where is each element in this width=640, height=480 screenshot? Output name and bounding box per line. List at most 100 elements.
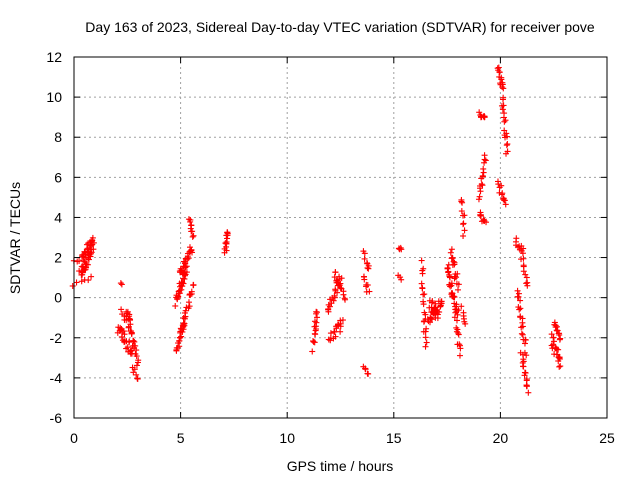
data-point (514, 287, 521, 294)
data-point (118, 281, 125, 288)
data-point (133, 347, 140, 354)
data-point (499, 84, 506, 91)
data-point (76, 258, 83, 265)
data-point (523, 274, 530, 281)
data-point (182, 260, 189, 267)
data-point (361, 255, 368, 262)
data-point (478, 181, 485, 188)
data-point (436, 309, 443, 316)
data-point (182, 307, 189, 314)
data-point (134, 375, 141, 382)
data-point (459, 199, 466, 206)
data-point (496, 69, 503, 76)
data-point (311, 318, 318, 325)
data-point (501, 118, 508, 125)
data-point (457, 345, 464, 352)
data-point (397, 274, 404, 281)
data-point (398, 246, 405, 253)
data-point (189, 233, 196, 240)
data-point (181, 275, 188, 282)
data-point (557, 335, 564, 342)
data-point (175, 293, 182, 300)
data-point (332, 333, 339, 340)
data-point (476, 193, 483, 200)
data-point (447, 283, 454, 290)
data-point (447, 249, 454, 256)
data-point (178, 333, 185, 340)
data-point (87, 242, 94, 249)
data-point (448, 246, 455, 253)
data-point (69, 282, 76, 289)
x-tick-labels: 0 5 10 15 20 25 (70, 430, 615, 446)
data-point (451, 294, 458, 301)
data-point (520, 363, 527, 370)
data-point (176, 337, 183, 344)
x-tick-label: 10 (279, 430, 295, 446)
data-point (555, 346, 562, 353)
data-point (500, 85, 507, 92)
data-point (455, 330, 462, 337)
chart-title: Day 163 of 2023, Sidereal Day-to-day VTE… (85, 19, 595, 35)
data-point (455, 307, 462, 314)
data-point (132, 342, 139, 349)
data-point (477, 188, 484, 195)
data-point (519, 250, 526, 257)
data-point (186, 303, 193, 310)
data-point (361, 250, 368, 257)
data-point (313, 309, 320, 316)
x-tick-label: 0 (70, 430, 78, 446)
data-point (184, 256, 191, 263)
data-point (185, 255, 192, 262)
data-point (444, 264, 451, 271)
data-point (361, 276, 368, 283)
data-point (331, 293, 338, 300)
data-point (179, 267, 186, 274)
data-point (461, 212, 468, 219)
data-point (78, 278, 85, 285)
data-point (176, 343, 183, 350)
data-point (521, 369, 528, 376)
data-point (120, 328, 127, 335)
y-tick-label: 10 (46, 89, 62, 105)
data-point (516, 306, 523, 313)
data-point (117, 280, 124, 287)
data-point (331, 328, 338, 335)
data-point (521, 340, 528, 347)
data-point (451, 261, 458, 268)
data-point (79, 251, 86, 258)
data-point (189, 228, 196, 235)
data-point (428, 299, 435, 306)
x-tick-label: 5 (177, 430, 185, 446)
data-point (366, 288, 373, 295)
data-point (481, 152, 488, 159)
data-point (446, 273, 453, 280)
data-point (451, 314, 458, 321)
data-point (84, 261, 91, 268)
data-point (314, 314, 321, 321)
data-point (556, 354, 563, 361)
data-point (458, 198, 465, 205)
data-point (337, 284, 344, 291)
data-point (131, 366, 138, 373)
y-tick-label: 2 (54, 250, 62, 266)
data-point (476, 109, 483, 116)
data-point (520, 255, 527, 262)
data-point (456, 352, 463, 359)
data-point (504, 148, 511, 155)
data-point (190, 232, 197, 239)
data-point (418, 280, 425, 287)
data-point (422, 334, 429, 341)
data-point (517, 305, 524, 312)
data-point (498, 76, 505, 83)
data-point (185, 299, 192, 306)
data-point (334, 277, 341, 284)
y-tick-label: 12 (46, 49, 62, 65)
data-point (332, 269, 339, 276)
data-points (69, 64, 564, 396)
data-point (179, 279, 186, 286)
y-tick-label: -2 (50, 330, 63, 346)
data-point (453, 317, 460, 324)
data-point (503, 142, 510, 149)
data-point (339, 317, 346, 324)
data-point (517, 297, 524, 304)
